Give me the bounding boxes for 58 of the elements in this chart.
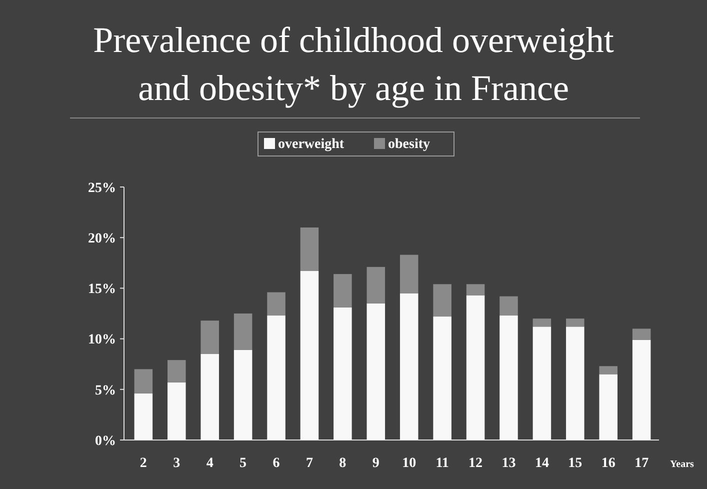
- bar: [267, 316, 286, 440]
- bar: [566, 318, 584, 327]
- bar: [433, 284, 452, 317]
- bar: [366, 303, 386, 440]
- bar: [334, 307, 352, 440]
- bar: [599, 366, 618, 374]
- bar: [532, 326, 552, 440]
- x-tick-label: 5: [240, 456, 247, 471]
- x-tick-label: 9: [372, 456, 380, 471]
- y-tick-label: 20%: [88, 232, 116, 246]
- bar: [433, 316, 452, 440]
- x-tick-label: 2: [140, 456, 147, 471]
- x-tick-label: 16: [601, 456, 616, 471]
- bar: [200, 320, 219, 354]
- bar: [599, 374, 618, 440]
- bar: [168, 382, 186, 440]
- bar: [566, 326, 584, 440]
- x-tick-label: 17: [634, 456, 649, 471]
- y-tick-label: 15%: [88, 282, 116, 298]
- bar: [234, 314, 252, 350]
- bar: [334, 274, 352, 308]
- y-tick-label: 5%: [95, 383, 116, 398]
- x-tick-label: 7: [306, 456, 313, 471]
- legend-label: obesity: [388, 137, 430, 152]
- x-tick-label: 4: [206, 456, 214, 471]
- bar: [200, 354, 219, 440]
- bar: [234, 350, 252, 440]
- bar: [134, 369, 153, 394]
- bar: [300, 227, 319, 271]
- bar: [300, 270, 319, 440]
- bar: [400, 293, 418, 440]
- x-axis-title: Years: [670, 459, 694, 470]
- x-tick-label: 12: [468, 456, 483, 471]
- x-tick-label: 10: [402, 456, 416, 471]
- y-tick-label: 25%: [88, 180, 116, 196]
- bar: [532, 318, 552, 327]
- bar: [267, 292, 286, 316]
- x-tick-label: 6: [272, 456, 280, 471]
- chart-title: Prevalence of childhood overweight and obesity* by age in France: [93, 20, 614, 108]
- bar: [466, 284, 485, 296]
- x-tick-label: 11: [436, 456, 449, 471]
- x-tick-label: 14: [534, 456, 549, 471]
- x-tick-label: 15: [568, 456, 582, 471]
- legend-label: overweight: [278, 137, 344, 152]
- x-tick-label: 13: [502, 456, 516, 471]
- x-tick-label: 8: [339, 456, 346, 471]
- bar: [466, 295, 485, 440]
- x-tick-label: 3: [173, 456, 180, 471]
- bar: [632, 340, 651, 440]
- bar: [632, 328, 651, 340]
- bar: [168, 360, 186, 382]
- bar: [134, 393, 153, 440]
- bar: [500, 316, 518, 440]
- y-tick-label: 0%: [95, 434, 116, 449]
- y-tick-label: 10%: [88, 332, 116, 348]
- bar: [500, 296, 518, 316]
- bar: [400, 254, 418, 294]
- bar: [366, 266, 386, 304]
